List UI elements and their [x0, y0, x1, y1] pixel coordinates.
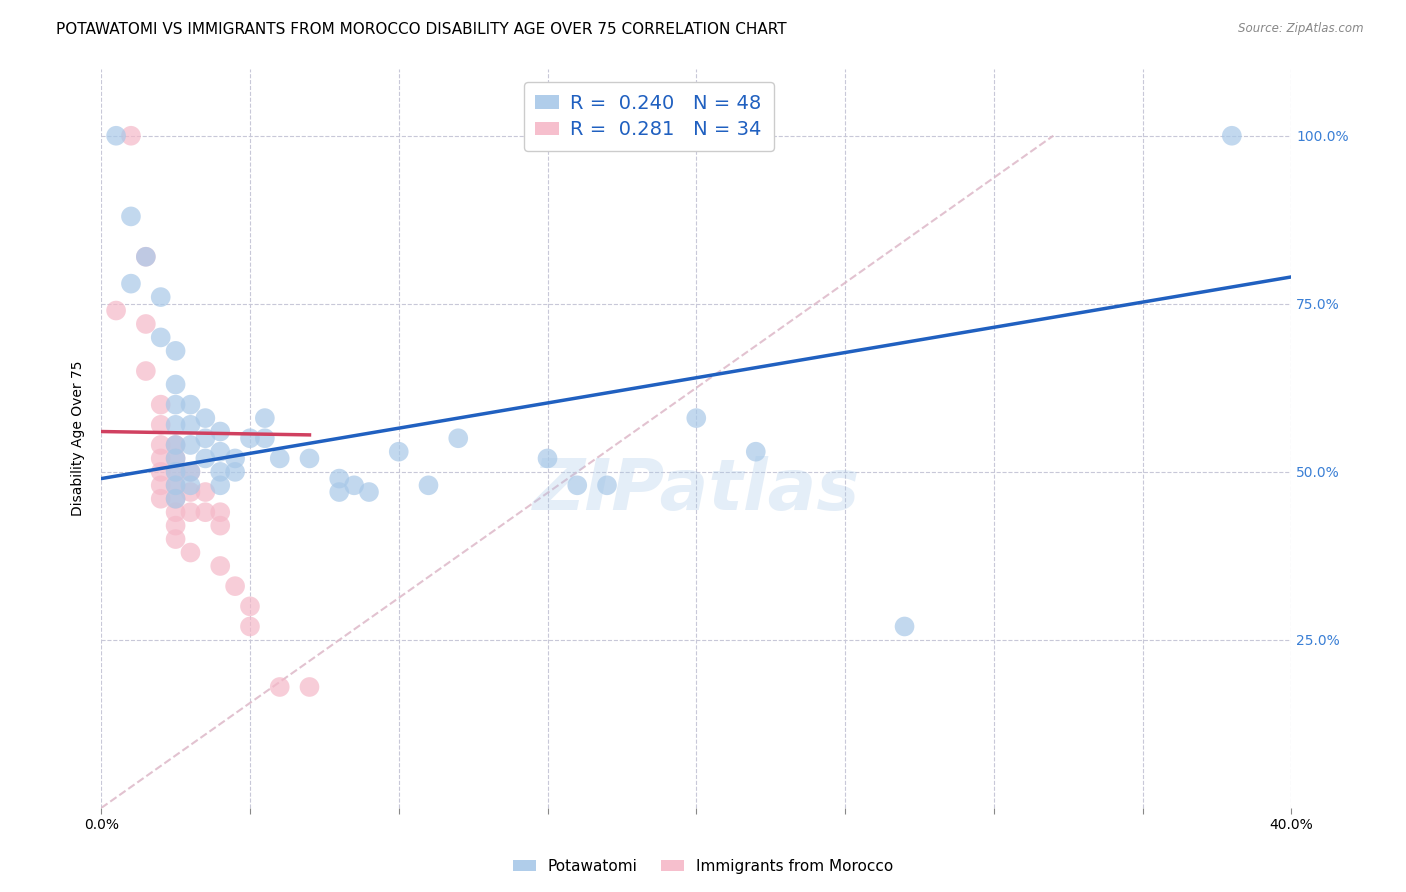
Point: [298, 680, 321, 694]
Point: [179, 465, 201, 479]
Point: [745, 444, 768, 458]
Point: [239, 431, 262, 445]
Text: POTAWATOMI VS IMMIGRANTS FROM MOROCCO DISABILITY AGE OVER 75 CORRELATION CHART: POTAWATOMI VS IMMIGRANTS FROM MOROCCO DI…: [56, 22, 787, 37]
Legend: R =  0.240   N = 48, R =  0.281   N = 34: R = 0.240 N = 48, R = 0.281 N = 34: [524, 82, 773, 151]
Point: [149, 290, 172, 304]
Point: [328, 472, 350, 486]
Point: [165, 478, 187, 492]
Point: [536, 451, 558, 466]
Point: [596, 478, 619, 492]
Point: [685, 411, 707, 425]
Point: [298, 451, 321, 466]
Point: [135, 250, 157, 264]
Point: [165, 491, 187, 506]
Point: [165, 417, 187, 432]
Point: [149, 451, 172, 466]
Point: [165, 532, 187, 546]
Point: [239, 619, 262, 633]
Point: [209, 518, 232, 533]
Point: [179, 465, 201, 479]
Point: [165, 465, 187, 479]
Point: [269, 680, 291, 694]
Point: [209, 425, 232, 439]
Point: [209, 505, 232, 519]
Point: [179, 545, 201, 559]
Point: [179, 485, 201, 500]
Point: [149, 478, 172, 492]
Point: [165, 377, 187, 392]
Point: [165, 451, 187, 466]
Point: [165, 505, 187, 519]
Point: [343, 478, 366, 492]
Point: [194, 485, 217, 500]
Point: [179, 398, 201, 412]
Point: [165, 491, 187, 506]
Point: [209, 478, 232, 492]
Point: [165, 451, 187, 466]
Point: [253, 411, 276, 425]
Point: [567, 478, 589, 492]
Point: [179, 478, 201, 492]
Point: [194, 411, 217, 425]
Point: [105, 303, 128, 318]
Point: [357, 485, 380, 500]
Point: [224, 465, 246, 479]
Point: [209, 465, 232, 479]
Point: [135, 317, 157, 331]
Point: [135, 364, 157, 378]
Point: [179, 417, 201, 432]
Point: [149, 398, 172, 412]
Point: [165, 518, 187, 533]
Point: [149, 438, 172, 452]
Point: [224, 579, 246, 593]
Point: [149, 491, 172, 506]
Point: [209, 444, 232, 458]
Point: [269, 451, 291, 466]
Text: Source: ZipAtlas.com: Source: ZipAtlas.com: [1239, 22, 1364, 36]
Point: [165, 438, 187, 452]
Point: [165, 398, 187, 412]
Point: [328, 485, 350, 500]
Point: [149, 465, 172, 479]
Y-axis label: Disability Age Over 75: Disability Age Over 75: [72, 360, 86, 516]
Point: [179, 505, 201, 519]
Point: [165, 465, 187, 479]
Point: [120, 210, 142, 224]
Point: [893, 619, 915, 633]
Legend: Potawatomi, Immigrants from Morocco: Potawatomi, Immigrants from Morocco: [506, 853, 900, 880]
Point: [135, 250, 157, 264]
Point: [149, 330, 172, 344]
Point: [105, 128, 128, 143]
Point: [388, 444, 411, 458]
Point: [149, 417, 172, 432]
Point: [165, 478, 187, 492]
Point: [120, 128, 142, 143]
Point: [120, 277, 142, 291]
Point: [165, 343, 187, 358]
Point: [224, 451, 246, 466]
Point: [209, 559, 232, 574]
Point: [165, 438, 187, 452]
Point: [194, 451, 217, 466]
Point: [179, 438, 201, 452]
Point: [1220, 128, 1243, 143]
Point: [194, 505, 217, 519]
Point: [194, 431, 217, 445]
Point: [447, 431, 470, 445]
Text: ZIPatlas: ZIPatlas: [533, 456, 860, 524]
Point: [418, 478, 440, 492]
Point: [253, 431, 276, 445]
Point: [239, 599, 262, 614]
